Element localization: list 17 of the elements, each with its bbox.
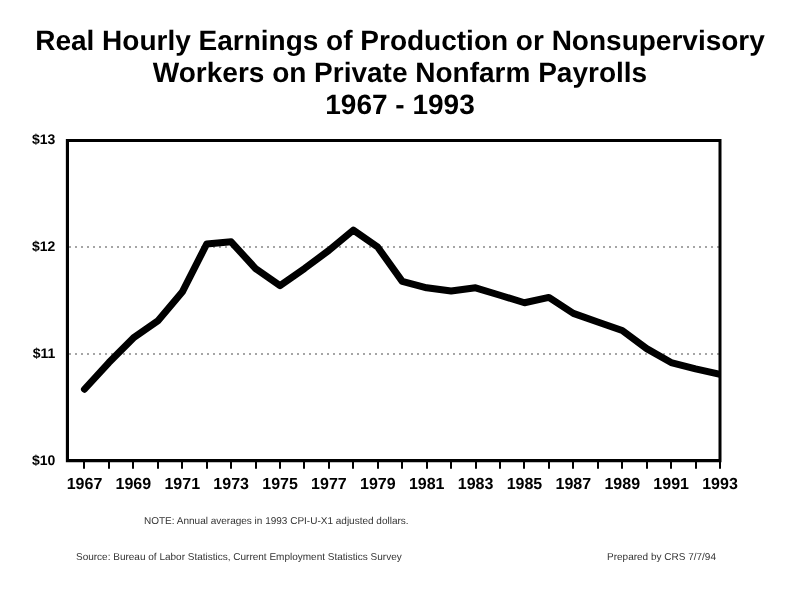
x-tick-label: 1973 <box>213 474 251 493</box>
x-tick-label: 1989 <box>604 474 642 493</box>
x-tick-label: 1991 <box>653 474 691 493</box>
x-tick-label: 1969 <box>115 474 153 493</box>
x-tick-label: 1967 <box>66 474 104 493</box>
text: 1967 - 1993 <box>325 88 475 120</box>
x-tick-label: 1975 <box>262 474 299 493</box>
x-tick-label: 1977 <box>311 474 348 493</box>
x-tick-label: 1971 <box>164 474 202 493</box>
x-tick-label: 1979 <box>359 474 397 493</box>
x-tick-label: 1983 <box>457 474 495 493</box>
x-tick-label: 1981 <box>408 474 446 493</box>
text: Workers on Private Nonfarm Payrolls <box>152 56 648 88</box>
x-tick-label: 1985 <box>506 474 544 493</box>
x-tick-label: 1993 <box>702 474 739 493</box>
text: Real Hourly Earnings of Production or Nonsupervisory <box>35 24 765 56</box>
x-tick-label: 1987 <box>555 474 593 493</box>
